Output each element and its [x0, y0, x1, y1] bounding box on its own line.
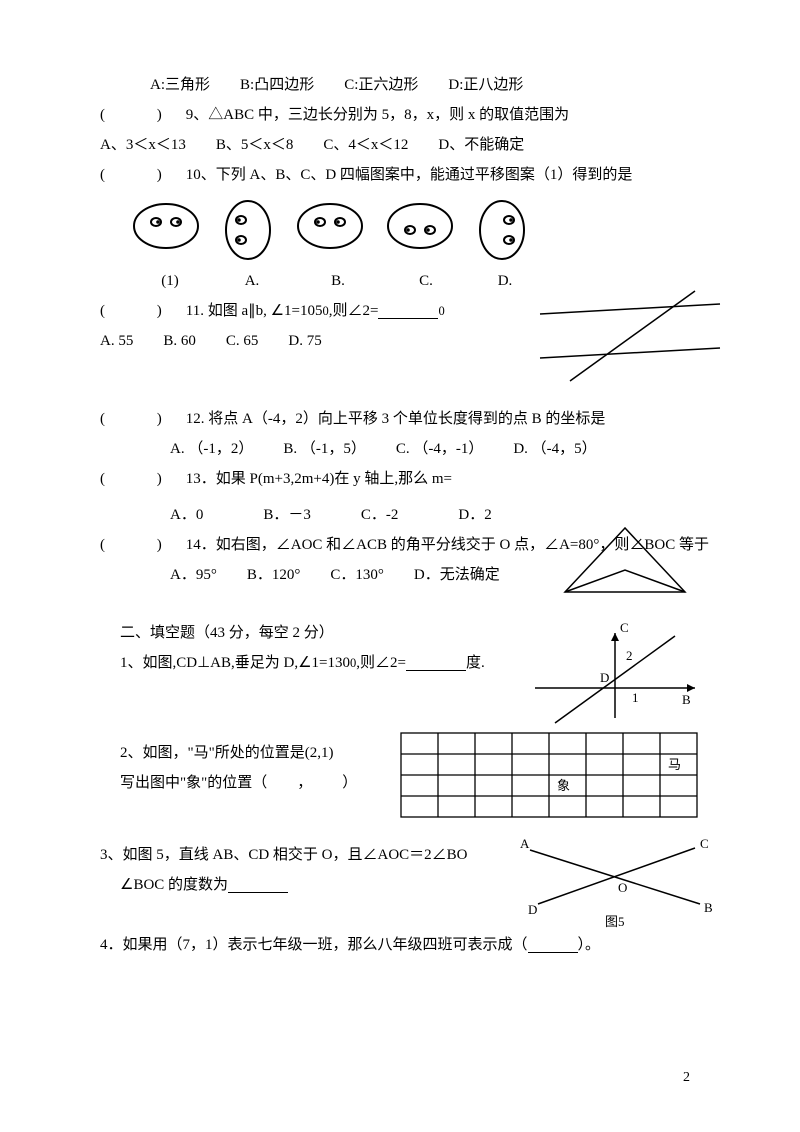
svg-text:2: 2 — [626, 648, 633, 663]
svg-text:C: C — [620, 620, 629, 635]
fill-q2: 2、如图，"马"所处的位置是(2,1) 写出图中"象"的位置（ ， ） 象 马 — [100, 738, 710, 828]
degree-sup: 0 — [438, 299, 444, 324]
svg-text:C: C — [700, 836, 709, 851]
face-d-icon — [474, 198, 530, 262]
svg-text:马: 马 — [668, 757, 681, 772]
triangle-bisector-icon — [550, 520, 700, 600]
svg-text:A: A — [520, 836, 530, 851]
opt-c: C．130° — [330, 560, 384, 590]
svg-text:B: B — [704, 900, 713, 915]
opt-a: A．95° — [170, 560, 217, 590]
q8-options: A:三角形 B:凸四边形 C:正六边形 D:正八边形 — [100, 70, 710, 100]
fill-q3: 3、如图 5，直线 AB、CD 相交于 O，且∠AOC＝2∠BO ∠BOC 的度… — [100, 840, 710, 930]
blank — [378, 304, 438, 319]
svg-text:B: B — [682, 692, 691, 707]
opt-a: A. （-1，2） — [170, 434, 253, 464]
opt-d: D. 75 — [288, 326, 321, 356]
label: (1) — [130, 266, 210, 296]
opt-a: A. 55 — [100, 326, 133, 356]
label: C. — [382, 266, 470, 296]
f2-line2b: ） — [342, 768, 357, 798]
opt-c: C. （-4，-1） — [396, 434, 484, 464]
answer-bracket: ( ) — [100, 296, 186, 326]
q9-options: A、3＜x＜13 B、5＜x＜8 C、4＜x＜12 D、不能确定 — [100, 130, 710, 160]
opt-b: B．－3 — [263, 500, 311, 530]
svg-text:象: 象 — [557, 778, 570, 793]
q13-stem: 13．如果 P(m+3,2m+4)在 y 轴上,那么 m= — [186, 464, 452, 494]
q9-stem: 9、△ABC 中，三边长分别为 5，8，x，则 x 的取值范围为 — [186, 100, 569, 130]
q12-options: A. （-1，2） B. （-1，5） C. （-4，-1） D. （-4，5） — [100, 434, 710, 464]
opt-c: C:正六边形 — [344, 70, 418, 100]
svg-text:D: D — [528, 902, 537, 917]
f1-text3: 度. — [466, 648, 485, 678]
opt-b: B:凸四边形 — [240, 70, 314, 100]
opt-a: A、3＜x＜13 — [100, 130, 186, 160]
q12: ( ) 12. 将点 A（-4，2）向上平移 3 个单位长度得到的点 B 的坐标… — [100, 404, 710, 434]
opt-b: B、5＜x＜8 — [216, 130, 294, 160]
svg-text:1: 1 — [632, 690, 639, 705]
q10-stem: 10、下列 A、B、C、D 四幅图案中，能通过平移图案（1）得到的是 — [186, 160, 633, 190]
opt-c: C．-2 — [361, 500, 399, 530]
opt-b: B．120° — [247, 560, 301, 590]
f3-text1: 3、如图 5，直线 AB、CD 相交于 O，且∠AOC＝2∠BO — [100, 840, 468, 870]
page-number: 2 — [683, 1064, 690, 1092]
svg-text:D: D — [600, 670, 609, 685]
opt-d: D:正八边形 — [448, 70, 523, 100]
face-a-icon — [220, 198, 276, 262]
face-b-icon — [294, 198, 366, 254]
svg-text:O: O — [618, 880, 627, 895]
blank — [528, 938, 578, 953]
opt-c: C. 65 — [226, 326, 259, 356]
label: A. — [210, 266, 294, 296]
parallel-lines-icon — [530, 286, 730, 386]
opt-b: B. 60 — [163, 326, 196, 356]
q14: ( ) 14．如右图，∠AOC 和∠ACB 的角平分线交于 O 点，∠A=80°… — [100, 530, 710, 600]
label: B. — [294, 266, 382, 296]
face-1-icon — [130, 198, 202, 254]
q11-stem2: ,则∠2= — [329, 296, 379, 326]
comma: ， — [297, 768, 312, 798]
opt-a: A．0 — [170, 500, 203, 530]
q13: ( ) 13．如果 P(m+3,2m+4)在 y 轴上,那么 m= — [100, 464, 710, 494]
q10-faces — [130, 198, 710, 262]
q12-stem: 12. 将点 A（-4，2）向上平移 3 个单位长度得到的点 B 的坐标是 — [186, 404, 606, 434]
opt-d: D．无法确定 — [414, 560, 500, 590]
chess-grid-icon: 象 马 — [400, 732, 700, 820]
opt-c: C、4＜x＜12 — [323, 130, 408, 160]
f4-text2: ）。 — [578, 930, 601, 960]
answer-bracket: ( ) — [100, 464, 186, 494]
answer-bracket: ( ) — [100, 100, 186, 130]
opt-d: D、不能确定 — [438, 130, 524, 160]
f1-text1: 1、如图,CD⊥AB,垂足为 D,∠1=130 — [120, 648, 350, 678]
blank — [406, 656, 466, 671]
face-c-icon — [384, 198, 456, 254]
opt-a: A:三角形 — [150, 70, 210, 100]
answer-bracket: ( ) — [100, 404, 186, 434]
blank — [228, 878, 288, 893]
opt-d: D. （-4，5） — [513, 434, 596, 464]
q9: ( ) 9、△ABC 中，三边长分别为 5，8，x，则 x 的取值范围为 — [100, 100, 710, 130]
answer-bracket: ( ) — [100, 530, 186, 560]
q11-stem1: 11. 如图 a∥b, ∠1=105 — [186, 296, 323, 326]
f3-text2: ∠BOC 的度数为 — [120, 870, 228, 900]
q10: ( ) 10、下列 A、B、C、D 四幅图案中，能通过平移图案（1）得到的是 — [100, 160, 710, 190]
f2-line2a: 写出图中"象"的位置（ — [120, 768, 267, 798]
q11: ( ) 11. 如图 a∥b, ∠1=105 0 ,则∠2= 0 A. 55 B… — [100, 296, 710, 386]
f1-text2: ,则∠2= — [356, 648, 406, 678]
intersecting-lines-icon: A C D B O 图5 — [510, 832, 720, 932]
opt-b: B. （-1，5） — [283, 434, 366, 464]
svg-text:图5: 图5 — [605, 914, 625, 929]
answer-bracket: ( ) — [100, 160, 186, 190]
perpendicular-lines-icon: C 2 D 1 B — [520, 618, 710, 728]
opt-d: D．2 — [458, 500, 491, 530]
f4-text1: 4．如果用（7，1）表示七年级一班，那么八年级四班可表示成（ — [100, 930, 528, 960]
fill-q4: 4．如果用（7，1）表示七年级一班，那么八年级四班可表示成（ ）。 — [100, 930, 710, 960]
fill-q1: 1、如图,CD⊥AB,垂足为 D,∠1=130 0 ,则∠2= 度. C 2 D… — [100, 648, 710, 738]
